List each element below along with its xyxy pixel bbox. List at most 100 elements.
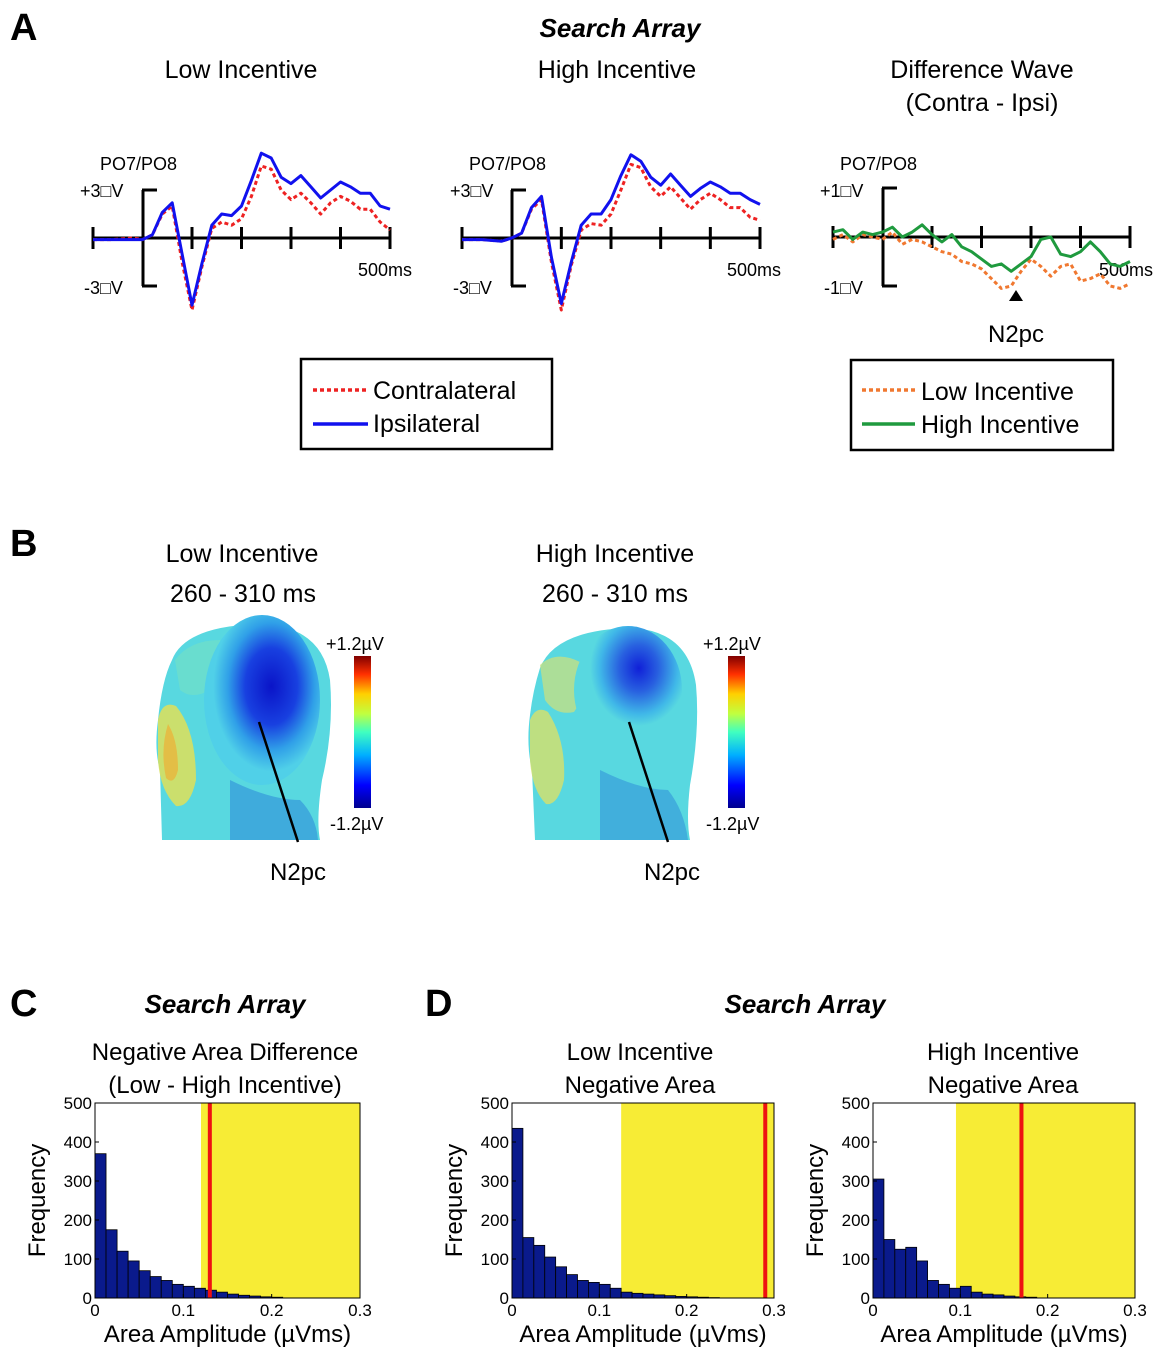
legend-incentive: Low Incentive High Incentive [849, 358, 1115, 452]
n2pc-label: N2pc [270, 859, 326, 886]
series-line-ipsilateral [93, 151, 391, 307]
histogram-bar [577, 1280, 589, 1299]
scalp-map-low-incentive: N2pc +1.2µV -1.2µV [156, 615, 384, 886]
series-line-contralateral [93, 164, 391, 312]
erp-high-title: High Incentive [538, 56, 696, 84]
x-tick-label: 0.1 [949, 1301, 973, 1320]
histogram-bar [970, 1291, 983, 1299]
histogram-bar [905, 1246, 918, 1299]
map-high-title: High Incentive [536, 540, 694, 568]
y-tick-label: 300 [481, 1172, 509, 1191]
panel-d1-subtitle-1: Low Incentive [567, 1039, 714, 1066]
histogram-bar [511, 1127, 524, 1299]
plot-frame [511, 1102, 775, 1299]
y-tick-label: 200 [842, 1211, 870, 1230]
y-axis-label: Frequency [24, 1144, 51, 1257]
histogram-bar [522, 1237, 535, 1299]
y-tick-label: 100 [64, 1250, 92, 1269]
x-tick-label: 0.2 [260, 1301, 284, 1320]
series-line-low-incentive [832, 230, 1131, 290]
x-tick-label: 0.1 [172, 1301, 196, 1320]
histogram-bar [171, 1283, 184, 1299]
x-tick-label: 0.3 [762, 1301, 786, 1320]
y-neg-label: -3□V [453, 278, 492, 298]
y-tick-label: 300 [842, 1172, 870, 1191]
histogram-bar [105, 1229, 118, 1299]
x-axis-label: Area Amplitude (µVms) [880, 1321, 1127, 1348]
histogram-bar [609, 1287, 622, 1299]
panel-letter-b: B [10, 523, 37, 565]
histogram-bar [949, 1287, 961, 1299]
y-axis-label: Frequency [802, 1144, 829, 1257]
x-tick-label: 0.2 [1036, 1301, 1060, 1320]
histogram-bar [642, 1293, 655, 1299]
colorbar [728, 656, 745, 808]
map-low-title: Low Incentive [166, 540, 319, 568]
histogram-bar [227, 1293, 239, 1299]
y-tick-label: 500 [842, 1094, 870, 1113]
y-tick-label: 400 [64, 1133, 92, 1152]
colorbar-min-label: -1.2µV [706, 814, 759, 834]
legend-label-contralateral: Contralateral [373, 377, 516, 405]
histogram-bar [883, 1239, 896, 1299]
histogram-bar [116, 1250, 129, 1299]
y-tick-label: 100 [842, 1250, 870, 1269]
x-tick-label: 0.3 [1123, 1301, 1147, 1320]
critical-region [955, 1103, 1135, 1298]
n2pc-label: N2pc [644, 859, 700, 886]
x-tick-label: 0.1 [588, 1301, 612, 1320]
diff-title-line2: (Contra - Ipsi) [906, 89, 1059, 117]
scalp-map-high-incentive: N2pc +1.2µV -1.2µV [528, 626, 761, 886]
erp-low-title: Low Incentive [165, 56, 318, 84]
difference-wave-plot: PO7/PO8 +1□V -1□V 500ms N2pc [820, 154, 1153, 348]
y-tick-label: 100 [481, 1250, 509, 1269]
histogram-bar [533, 1244, 546, 1299]
colorbar-max-label: +1.2µV [703, 634, 761, 654]
histogram-bar [544, 1256, 557, 1299]
legend-label-low-incentive: Low Incentive [921, 378, 1074, 406]
series-line-high-incentive [832, 223, 1131, 273]
histogram-bar [193, 1287, 206, 1299]
panel-c-subtitle-2: (Low - High Incentive) [108, 1072, 341, 1099]
y-axis-label: Frequency [441, 1144, 468, 1257]
panel-d1-subtitle-2: Negative Area [565, 1072, 716, 1099]
colorbar-min-label: -1.2µV [330, 814, 383, 834]
series-line-ipsilateral [462, 153, 761, 306]
colorbar-max-label: +1.2µV [326, 634, 384, 654]
y-pos-label: +1□V [820, 181, 863, 201]
y-pos-label: +3□V [450, 181, 493, 201]
y-tick-label: 300 [64, 1172, 92, 1191]
panel-c-title: Search Array [145, 989, 307, 1019]
n2pc-marker-icon [1009, 290, 1023, 301]
electrode-label: PO7/PO8 [840, 154, 917, 174]
panel-d-title: Search Array [725, 989, 887, 1019]
x-tick-label: 0.2 [675, 1301, 699, 1320]
erp-plot-high-incentive: PO7/PO8 +3□V -3□V 500ms [450, 153, 781, 312]
y-tick-label: 200 [481, 1211, 509, 1230]
histogram-bar [631, 1292, 644, 1299]
x-tick-label: 0 [507, 1301, 516, 1320]
panel-d2-subtitle-2: Negative Area [928, 1072, 1079, 1099]
erp-plot-low-incentive: PO7/PO8 +3□V -3□V 500ms [80, 151, 412, 312]
panel-letter-c: C [10, 983, 37, 1025]
histogram-bar [938, 1283, 950, 1299]
histogram-bar [138, 1270, 151, 1299]
electrode-label: PO7/PO8 [100, 154, 177, 174]
colorbar [354, 656, 371, 808]
y-tick-label: 0 [83, 1289, 92, 1308]
x-end-label: 500ms [358, 260, 412, 280]
histogram-bar [872, 1178, 885, 1299]
critical-region [201, 1103, 360, 1298]
histogram-bar [566, 1274, 578, 1299]
map-low-window: 260 - 310 ms [170, 580, 316, 608]
histogram-bar [149, 1276, 162, 1299]
diff-title-line1: Difference Wave [890, 56, 1073, 84]
y-tick-label: 500 [64, 1094, 92, 1113]
histogram-bar [216, 1291, 228, 1299]
panel-c-subtitle-1: Negative Area Difference [92, 1039, 358, 1066]
x-tick-label: 0.3 [348, 1301, 372, 1320]
electrode-label: PO7/PO8 [469, 154, 546, 174]
